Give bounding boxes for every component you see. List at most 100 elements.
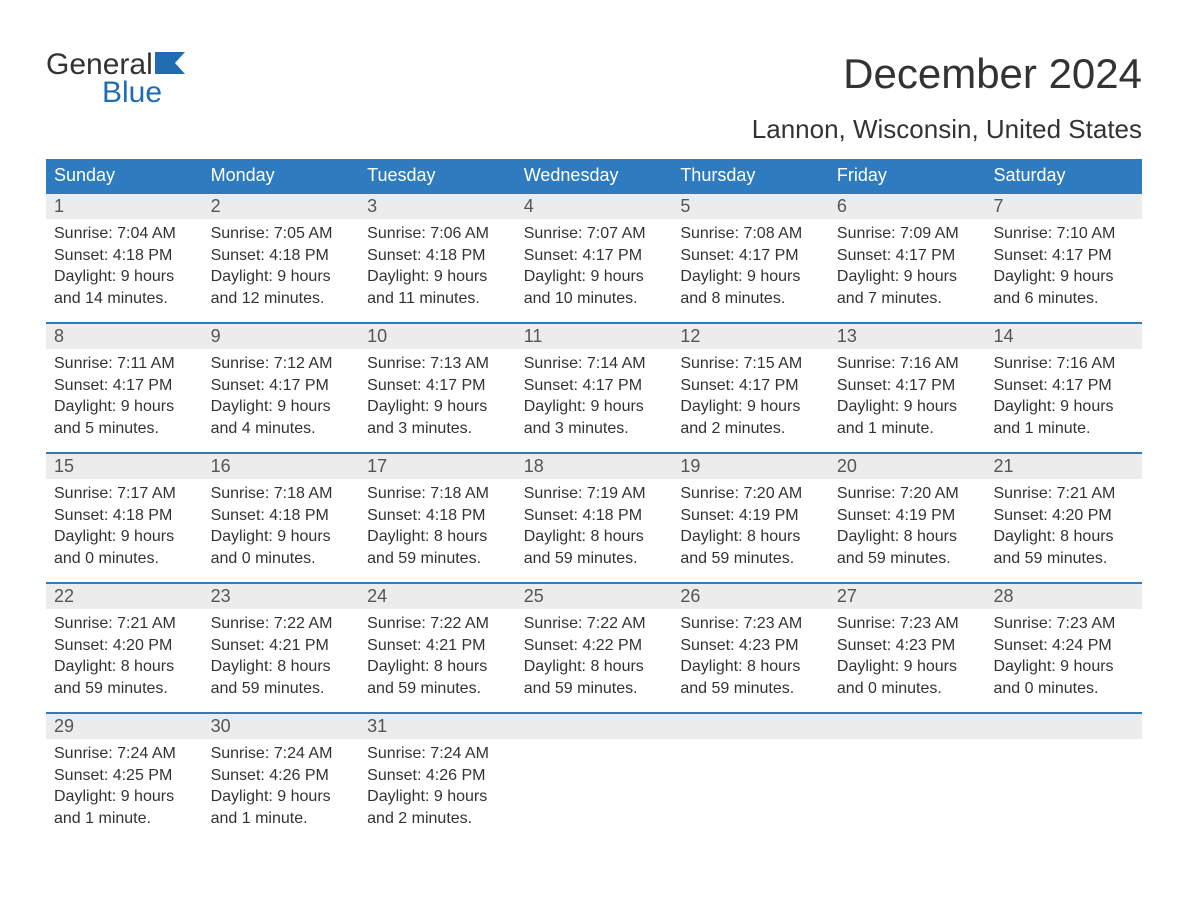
day-number: 27 [829, 584, 986, 609]
sunset-value: 4:17 PM [1052, 247, 1112, 264]
sunrise-value: 7:09 AM [900, 225, 959, 242]
day-body: Sunrise: 7:19 AMSunset: 4:18 PMDaylight:… [524, 483, 665, 569]
location: Lannon, Wisconsin, United States [46, 114, 1142, 145]
daylight-hours: 8 hours [590, 528, 643, 545]
sunset-label: Sunset: [524, 507, 583, 524]
day-cell: 2Sunrise: 7:05 AMSunset: 4:18 PMDaylight… [203, 194, 360, 322]
daylight-line2: and 3 minutes. [524, 418, 665, 440]
sunrise-value: 7:05 AM [274, 225, 333, 242]
sunrise-value: 7:16 AM [900, 355, 959, 372]
month-title: December 2024 [843, 50, 1142, 98]
sunrise-label: Sunrise: [54, 615, 117, 632]
day-cell: 14Sunrise: 7:16 AMSunset: 4:17 PMDayligh… [985, 324, 1142, 452]
day-cell: 3Sunrise: 7:06 AMSunset: 4:18 PMDaylight… [359, 194, 516, 322]
day-number: 15 [46, 454, 203, 479]
sunset-line: Sunset: 4:18 PM [211, 505, 352, 527]
daylight-hours: 8 hours [121, 658, 174, 675]
daylight-hours: 9 hours [1060, 398, 1113, 415]
sunrise-line: Sunrise: 7:06 AM [367, 223, 508, 245]
day-body: Sunrise: 7:15 AMSunset: 4:17 PMDaylight:… [680, 353, 821, 439]
sunset-value: 4:20 PM [1052, 507, 1112, 524]
sunrise-value: 7:24 AM [274, 745, 333, 762]
sunrise-value: 7:12 AM [274, 355, 333, 372]
week-row: 29Sunrise: 7:24 AMSunset: 4:25 PMDayligh… [46, 712, 1142, 842]
sunrise-line: Sunrise: 7:19 AM [524, 483, 665, 505]
daylight-label: Daylight: [993, 528, 1060, 545]
daylight-hours: 8 hours [1060, 528, 1113, 545]
sunset-value: 4:17 PM [896, 247, 956, 264]
sunset-line: Sunset: 4:22 PM [524, 635, 665, 657]
sunrise-line: Sunrise: 7:05 AM [211, 223, 352, 245]
day-of-week-cell: Monday [203, 159, 360, 192]
sunset-label: Sunset: [211, 637, 270, 654]
daylight-line2: and 0 minutes. [54, 548, 195, 570]
week-row: 22Sunrise: 7:21 AMSunset: 4:20 PMDayligh… [46, 582, 1142, 712]
daylight-line2: and 59 minutes. [367, 678, 508, 700]
day-number-empty [672, 714, 829, 739]
day-number: 26 [672, 584, 829, 609]
day-number: 14 [985, 324, 1142, 349]
daylight-hours: 8 hours [904, 528, 957, 545]
day-cell: 25Sunrise: 7:22 AMSunset: 4:22 PMDayligh… [516, 584, 673, 712]
sunset-label: Sunset: [680, 507, 739, 524]
sunrise-value: 7:07 AM [587, 225, 646, 242]
sunset-value: 4:18 PM [269, 507, 329, 524]
sunrise-line: Sunrise: 7:23 AM [837, 613, 978, 635]
sunrise-value: 7:04 AM [117, 225, 176, 242]
day-cell: 27Sunrise: 7:23 AMSunset: 4:23 PMDayligh… [829, 584, 986, 712]
daylight-hours: 9 hours [590, 268, 643, 285]
daylight-label: Daylight: [54, 268, 121, 285]
sunset-value: 4:17 PM [739, 377, 799, 394]
daylight-line1: Daylight: 8 hours [367, 526, 508, 548]
sunset-value: 4:17 PM [113, 377, 173, 394]
sunset-value: 4:20 PM [113, 637, 173, 654]
sunrise-value: 7:17 AM [117, 485, 176, 502]
sunrise-line: Sunrise: 7:23 AM [993, 613, 1134, 635]
daylight-line1: Daylight: 9 hours [54, 396, 195, 418]
day-cell: 12Sunrise: 7:15 AMSunset: 4:17 PMDayligh… [672, 324, 829, 452]
sunset-line: Sunset: 4:17 PM [524, 375, 665, 397]
sunset-value: 4:17 PM [582, 377, 642, 394]
day-cell [985, 714, 1142, 842]
daylight-label: Daylight: [367, 658, 434, 675]
sunrise-line: Sunrise: 7:13 AM [367, 353, 508, 375]
daylight-line2: and 1 minute. [54, 808, 195, 830]
sunrise-line: Sunrise: 7:14 AM [524, 353, 665, 375]
day-body: Sunrise: 7:24 AMSunset: 4:26 PMDaylight:… [367, 743, 508, 829]
day-cell: 11Sunrise: 7:14 AMSunset: 4:17 PMDayligh… [516, 324, 673, 452]
sunset-line: Sunset: 4:19 PM [680, 505, 821, 527]
logo-word2: Blue [46, 78, 185, 108]
day-cell: 29Sunrise: 7:24 AMSunset: 4:25 PMDayligh… [46, 714, 203, 842]
sunset-line: Sunset: 4:18 PM [54, 245, 195, 267]
daylight-line2: and 2 minutes. [367, 808, 508, 830]
day-body: Sunrise: 7:21 AMSunset: 4:20 PMDaylight:… [993, 483, 1134, 569]
day-of-week-cell: Wednesday [516, 159, 673, 192]
week-row: 8Sunrise: 7:11 AMSunset: 4:17 PMDaylight… [46, 322, 1142, 452]
week-row: 15Sunrise: 7:17 AMSunset: 4:18 PMDayligh… [46, 452, 1142, 582]
sunrise-value: 7:15 AM [743, 355, 802, 372]
daylight-line1: Daylight: 9 hours [524, 396, 665, 418]
sunset-value: 4:17 PM [426, 377, 486, 394]
daylight-label: Daylight: [837, 398, 904, 415]
sunrise-label: Sunrise: [837, 355, 900, 372]
sunset-line: Sunset: 4:17 PM [524, 245, 665, 267]
daylight-line2: and 59 minutes. [524, 548, 665, 570]
day-number-empty [985, 714, 1142, 739]
sunrise-label: Sunrise: [993, 615, 1056, 632]
sunset-label: Sunset: [524, 377, 583, 394]
daylight-hours: 9 hours [1060, 658, 1113, 675]
daylight-hours: 8 hours [590, 658, 643, 675]
sunset-line: Sunset: 4:19 PM [837, 505, 978, 527]
day-body: Sunrise: 7:18 AMSunset: 4:18 PMDaylight:… [367, 483, 508, 569]
daylight-label: Daylight: [524, 528, 591, 545]
sunrise-value: 7:10 AM [1057, 225, 1116, 242]
day-number: 20 [829, 454, 986, 479]
daylight-hours: 9 hours [434, 398, 487, 415]
sunset-label: Sunset: [367, 377, 426, 394]
sunset-line: Sunset: 4:21 PM [367, 635, 508, 657]
day-cell [672, 714, 829, 842]
day-body: Sunrise: 7:22 AMSunset: 4:22 PMDaylight:… [524, 613, 665, 699]
sunrise-label: Sunrise: [211, 615, 274, 632]
sunrise-value: 7:06 AM [430, 225, 489, 242]
sunset-line: Sunset: 4:17 PM [837, 375, 978, 397]
